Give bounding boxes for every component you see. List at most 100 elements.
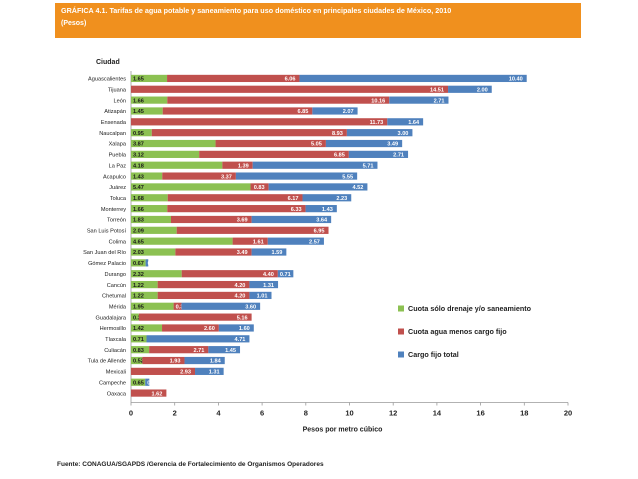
bar-segment <box>131 194 168 202</box>
data-label: 1.22 <box>133 283 144 289</box>
data-label: 0.67 <box>148 261 159 267</box>
bar-segment <box>162 107 313 115</box>
bar-segment <box>299 74 527 83</box>
data-label: 4.40 <box>263 272 274 278</box>
bar-segment <box>251 248 287 256</box>
category-label: Durango <box>105 272 126 278</box>
data-label: 0.71 <box>133 337 144 343</box>
bar-segment <box>250 183 269 191</box>
category-label: La Paz <box>109 163 127 169</box>
data-label: 1.68 <box>133 196 144 202</box>
data-label: 0.65 <box>133 380 144 386</box>
bar-segment <box>348 150 409 158</box>
bar-segment <box>387 118 424 126</box>
data-label: 6.17 <box>288 196 299 202</box>
data-label: 5.05 <box>311 142 322 148</box>
bar-segment <box>131 129 152 137</box>
bar-segment <box>170 215 252 224</box>
data-label: 2.23 <box>336 196 347 202</box>
data-label: 1.31 <box>209 370 220 376</box>
data-label: 2.03 <box>133 250 144 256</box>
data-label: 0.19 <box>147 380 158 386</box>
bar-segment <box>195 367 224 375</box>
data-label: 1.93 <box>170 359 181 365</box>
data-label: 4.20 <box>235 294 246 300</box>
category-label: Chetumal <box>102 294 126 300</box>
x-tick-label: 8 <box>304 409 308 418</box>
data-label: 4.52 <box>353 185 364 191</box>
data-label: 1.59 <box>271 250 282 256</box>
bar-segment <box>131 85 449 93</box>
category-label: Toluca <box>110 196 127 202</box>
bar-segment <box>312 107 358 115</box>
bar-segment <box>131 302 174 310</box>
data-label: 1.39 <box>238 163 249 169</box>
data-label: 1.42 <box>133 326 144 332</box>
bar-segment <box>151 129 347 137</box>
bar-segment <box>167 96 390 104</box>
bar-segment <box>222 161 253 169</box>
bar-segment <box>131 74 168 83</box>
bar-segment <box>131 356 143 365</box>
data-label: 2.32 <box>133 272 144 278</box>
data-label: 1.45 <box>133 109 144 115</box>
data-label: 0.71 <box>280 272 291 278</box>
data-label: 6.85 <box>297 109 308 115</box>
category-label: San Luis Potosí <box>87 229 127 235</box>
category-label: Tula de Allende <box>88 359 126 365</box>
x-tick-label: 6 <box>260 409 264 418</box>
bar-segment <box>131 205 168 213</box>
legend-swatch <box>398 328 404 335</box>
category-label: Cancún <box>107 283 126 289</box>
category-label: Atizapán <box>104 109 126 115</box>
data-label: 5.16 <box>237 315 248 321</box>
category-label: Tlaxcala <box>105 337 127 343</box>
bar-segment <box>131 291 158 300</box>
chart-subtitle: (Pesos) <box>61 20 87 27</box>
data-label: 4.18 <box>133 163 144 169</box>
data-label: 3.64 <box>316 218 328 224</box>
bar-segment <box>131 324 163 332</box>
data-label: 3.69 <box>237 218 248 224</box>
data-label: 1.65 <box>133 77 144 83</box>
x-tick-label: 10 <box>345 409 353 418</box>
x-tick-label: 0 <box>129 409 133 418</box>
data-label: 4.20 <box>235 283 246 289</box>
bar-segment <box>268 183 368 191</box>
category-label: Guadalajara <box>96 315 127 321</box>
legend-swatch <box>398 351 404 358</box>
bar-segment <box>162 324 219 332</box>
category-label: Mérida <box>109 304 127 310</box>
data-label: 0.36 <box>133 315 144 321</box>
bar-segment <box>131 367 196 375</box>
data-label: 0.95 <box>133 131 144 137</box>
data-label: 0.52 <box>133 359 144 365</box>
legend-entry: Cargo fijo total <box>408 350 459 359</box>
bar-segment <box>131 118 388 126</box>
data-label: 1.22 <box>133 294 144 300</box>
data-label: 2.57 <box>309 239 320 245</box>
data-label: 2.71 <box>393 153 404 159</box>
category-label: Ensenada <box>101 120 127 126</box>
data-label: 6.06 <box>285 77 296 83</box>
data-label: 1.66 <box>133 207 144 213</box>
bar-segment <box>167 205 306 213</box>
bar-segment <box>131 259 146 267</box>
bar-segment <box>131 378 146 386</box>
bar-segment <box>232 237 268 245</box>
bar-segment <box>131 107 163 115</box>
data-label: 0.83 <box>133 348 144 354</box>
data-label: 2.09 <box>133 229 144 235</box>
data-label: 14.51 <box>430 87 444 93</box>
category-label: Hermosillo <box>100 326 126 332</box>
bar-segment <box>131 248 176 256</box>
category-label: Puebla <box>109 153 127 159</box>
data-label: 10.40 <box>509 77 523 83</box>
category-label: Oaxaca <box>107 391 127 397</box>
data-label: 0.36 <box>176 304 187 310</box>
bar-segment <box>131 226 177 234</box>
bar-segment <box>131 172 163 180</box>
data-label: 5.47 <box>133 185 144 191</box>
bar-segment <box>184 356 225 365</box>
